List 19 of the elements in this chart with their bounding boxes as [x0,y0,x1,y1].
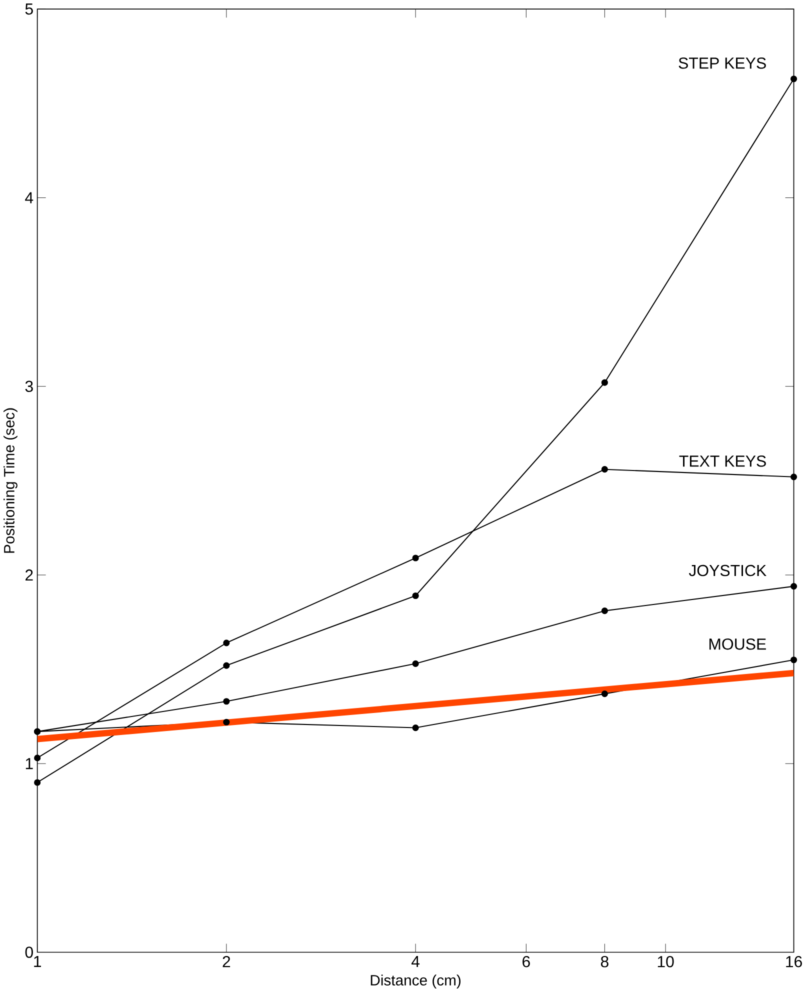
x-axis-title: Distance (cm) [370,974,460,988]
x-tick-label: 1 [34,956,41,967]
x-tick-label: 8 [600,956,608,968]
series-label: TEXT KEYS [679,455,766,467]
x-tick-label: 16 [786,956,802,968]
y-tick-label: 1 [26,758,33,770]
y-tick-label: 4 [25,192,34,204]
y-tick-label: 2 [25,569,33,581]
y-tick-label: 3 [25,380,33,392]
y-tick-label: 0 [25,946,33,958]
series-label: STEP KEYS [678,57,766,69]
x-tick-label: 6 [522,956,530,968]
y-tick-label: 5 [25,4,33,15]
x-tick-label: 2 [222,956,230,968]
series-label: MOUSE [709,638,766,650]
y-axis-title: Positioning Time (sec) [3,408,18,553]
legend-label: JOYSTICK [688,564,766,576]
x-tick-label: 10 [658,956,674,968]
x-tick-label: 4 [411,956,420,967]
